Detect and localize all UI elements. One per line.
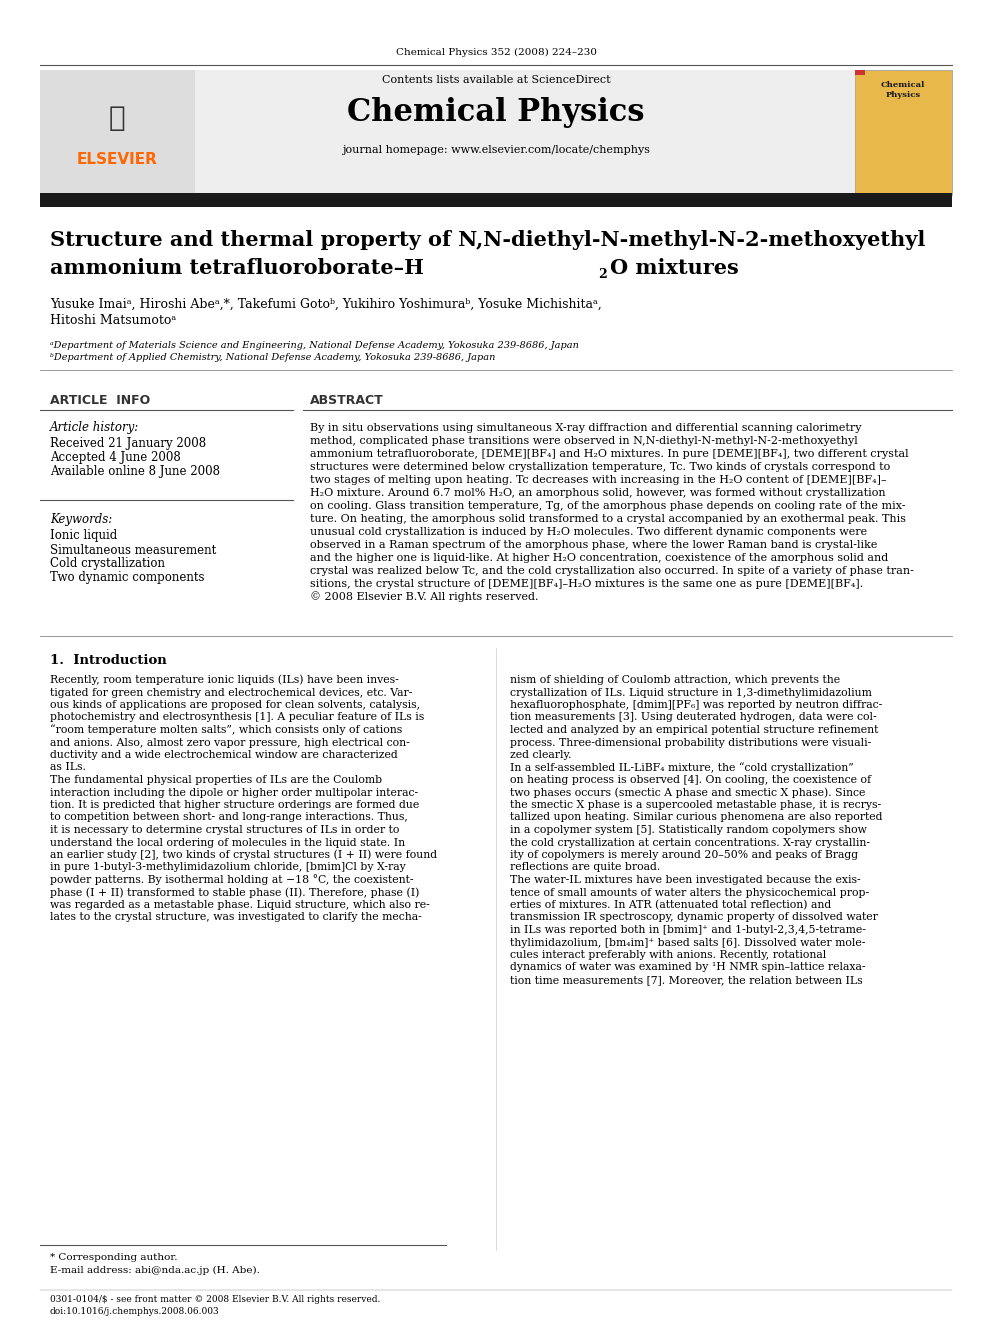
Text: nism of shielding of Coulomb attraction, which prevents the: nism of shielding of Coulomb attraction,… [510, 675, 840, 685]
Bar [40, 193, 952, 206]
Text: tion measurements [3]. Using deuterated hydrogen, data were col-: tion measurements [3]. Using deuterated … [510, 713, 877, 722]
Text: reflections are quite broad.: reflections are quite broad. [510, 863, 661, 872]
Text: crystallization of ILs. Liquid structure in 1,3-dimethylimidazolium: crystallization of ILs. Liquid structure… [510, 688, 872, 697]
Text: in ILs was reported both in [bmim]⁺ and 1-butyl-2,3,4,5-tetrame-: in ILs was reported both in [bmim]⁺ and … [510, 925, 866, 935]
Text: Structure and thermal property of N,N-diethyl-N-methyl-N-2-methoxyethyl: Structure and thermal property of N,N-di… [50, 230, 926, 250]
Text: The water-IL mixtures have been investigated because the exis-: The water-IL mixtures have been investig… [510, 875, 861, 885]
Text: in pure 1-butyl-3-methylimidazolium chloride, [bmim]Cl by X-ray: in pure 1-butyl-3-methylimidazolium chlo… [50, 863, 406, 872]
Bar [855, 70, 865, 75]
Text: lates to the crystal structure, was investigated to clarify the mecha-: lates to the crystal structure, was inve… [50, 913, 422, 922]
Text: Ionic liquid: Ionic liquid [50, 529, 117, 542]
Text: and anions. Also, almost zero vapor pressure, high electrical con-: and anions. Also, almost zero vapor pres… [50, 737, 410, 747]
Text: journal homepage: www.elsevier.com/locate/chemphys: journal homepage: www.elsevier.com/locat… [342, 146, 650, 155]
Text: two phases occurs (smectic A phase and smectic X phase). Since: two phases occurs (smectic A phase and s… [510, 787, 865, 798]
Text: Accepted 4 June 2008: Accepted 4 June 2008 [50, 451, 181, 464]
Text: tion. It is predicted that higher structure orderings are formed due: tion. It is predicted that higher struct… [50, 800, 420, 810]
Text: In a self-assembled IL-LiBF₄ mixture, the “cold crystallization”: In a self-assembled IL-LiBF₄ mixture, th… [510, 762, 854, 773]
Text: Recently, room temperature ionic liquids (ILs) have been inves-: Recently, room temperature ionic liquids… [50, 675, 399, 685]
Text: Chemical Physics 352 (2008) 224–230: Chemical Physics 352 (2008) 224–230 [396, 48, 596, 57]
Text: to competition between short- and long-range interactions. Thus,: to competition between short- and long-r… [50, 812, 408, 823]
Text: O mixtures: O mixtures [610, 258, 739, 278]
Text: tion time measurements [7]. Moreover, the relation between ILs: tion time measurements [7]. Moreover, th… [510, 975, 863, 986]
Text: on cooling. Glass transition temperature, Tg, of the amorphous phase depends on : on cooling. Glass transition temperature… [310, 501, 906, 511]
Text: 1.  Introduction: 1. Introduction [50, 654, 167, 667]
Text: it is necessary to determine crystal structures of ILs in order to: it is necessary to determine crystal str… [50, 826, 400, 835]
Bar [855, 70, 952, 194]
Text: Cold crystallization: Cold crystallization [50, 557, 165, 570]
Text: transmission IR spectroscopy, dynamic property of dissolved water: transmission IR spectroscopy, dynamic pr… [510, 913, 878, 922]
Text: Two dynamic components: Two dynamic components [50, 572, 204, 585]
Text: hexafluorophosphate, [dmim][PF₆] was reported by neutron diffrac-: hexafluorophosphate, [dmim][PF₆] was rep… [510, 700, 882, 710]
Text: ammonium tetrafluoroborate, [DEME][BF₄] and H₂O mixtures. In pure [DEME][BF₄], t: ammonium tetrafluoroborate, [DEME][BF₄] … [310, 448, 909, 459]
Text: 🌳: 🌳 [109, 105, 125, 132]
Text: in a copolymer system [5]. Statistically random copolymers show: in a copolymer system [5]. Statistically… [510, 826, 867, 835]
Text: powder patterns. By isothermal holding at −18 °C, the coexistent-: powder patterns. By isothermal holding a… [50, 875, 414, 885]
Text: ᵇDepartment of Applied Chemistry, National Defense Academy, Yokosuka 239-8686, J: ᵇDepartment of Applied Chemistry, Nation… [50, 353, 495, 363]
Text: * Corresponding author.: * Corresponding author. [50, 1253, 178, 1262]
Text: ᵃDepartment of Materials Science and Engineering, National Defense Academy, Yoko: ᵃDepartment of Materials Science and Eng… [50, 340, 579, 349]
Bar [40, 70, 195, 194]
Text: the smectic X phase is a supercooled metastable phase, it is recrys-: the smectic X phase is a supercooled met… [510, 800, 881, 810]
Text: dynamics of water was examined by ¹H NMR spin–lattice relaxa-: dynamics of water was examined by ¹H NMR… [510, 963, 865, 972]
Text: and the higher one is liquid-like. At higher H₂O concentration, coexistence of t: and the higher one is liquid-like. At hi… [310, 553, 888, 564]
Text: lected and analyzed by an empirical potential structure refinement: lected and analyzed by an empirical pote… [510, 725, 878, 736]
Text: Chemical
Physics: Chemical Physics [881, 82, 926, 99]
Text: Contents lists available at ScienceDirect: Contents lists available at ScienceDirec… [382, 75, 610, 85]
Text: H₂O mixture. Around 6.7 mol% H₂O, an amorphous solid, however, was formed withou: H₂O mixture. Around 6.7 mol% H₂O, an amo… [310, 488, 886, 497]
Text: Article history:: Article history: [50, 422, 139, 434]
Text: ABSTRACT: ABSTRACT [310, 393, 384, 406]
Text: ARTICLE  INFO: ARTICLE INFO [50, 393, 150, 406]
Text: structures were determined below crystallization temperature, Tc. Two kinds of c: structures were determined below crystal… [310, 462, 890, 472]
Text: Yusuke Imaiᵃ, Hiroshi Abeᵃ,*, Takefumi Gotoᵇ, Yukihiro Yoshimuraᵇ, Yosuke Michis: Yusuke Imaiᵃ, Hiroshi Abeᵃ,*, Takefumi G… [50, 298, 602, 311]
Text: as ILs.: as ILs. [50, 762, 86, 773]
Text: Keywords:: Keywords: [50, 513, 112, 527]
Text: tallized upon heating. Similar curious phenomena are also reported: tallized upon heating. Similar curious p… [510, 812, 883, 823]
Text: 2: 2 [598, 269, 607, 280]
Text: ELSEVIER: ELSEVIER [76, 152, 158, 168]
Text: interaction including the dipole or higher order multipolar interac-: interaction including the dipole or high… [50, 787, 418, 798]
Text: method, complicated phase transitions were observed in N,N-diethyl-N-methyl-N-2-: method, complicated phase transitions we… [310, 437, 858, 446]
Text: was regarded as a metastable phase. Liquid structure, which also re-: was regarded as a metastable phase. Liqu… [50, 900, 430, 910]
Text: Received 21 January 2008: Received 21 January 2008 [50, 438, 206, 451]
Text: sitions, the crystal structure of [DEME][BF₄]–H₂O mixtures is the same one as pu: sitions, the crystal structure of [DEME]… [310, 579, 863, 589]
Text: zed clearly.: zed clearly. [510, 750, 571, 759]
Text: photochemistry and electrosynthesis [1]. A peculiar feature of ILs is: photochemistry and electrosynthesis [1].… [50, 713, 425, 722]
Text: ductivity and a wide electrochemical window are characterized: ductivity and a wide electrochemical win… [50, 750, 398, 759]
Text: unusual cold crystallization is induced by H₂O molecules. Two different dynamic : unusual cold crystallization is induced … [310, 527, 867, 537]
Text: Chemical Physics: Chemical Physics [347, 97, 645, 127]
Text: ity of copolymers is merely around 20–50% and peaks of Bragg: ity of copolymers is merely around 20–50… [510, 849, 858, 860]
Text: two stages of melting upon heating. Tc decreases with increasing in the H₂O cont: two stages of melting upon heating. Tc d… [310, 475, 887, 486]
Text: an earlier study [2], two kinds of crystal structures (I + II) were found: an earlier study [2], two kinds of cryst… [50, 849, 437, 860]
Text: understand the local ordering of molecules in the liquid state. In: understand the local ordering of molecul… [50, 837, 405, 848]
Text: © 2008 Elsevier B.V. All rights reserved.: © 2008 Elsevier B.V. All rights reserved… [310, 591, 539, 602]
Text: Simultaneous measurement: Simultaneous measurement [50, 544, 216, 557]
Text: Hitoshi Matsumotoᵃ: Hitoshi Matsumotoᵃ [50, 314, 177, 327]
Text: phase (I + II) transformed to stable phase (II). Therefore, phase (I): phase (I + II) transformed to stable pha… [50, 888, 420, 898]
Text: process. Three-dimensional probability distributions were visuali-: process. Three-dimensional probability d… [510, 737, 871, 747]
Text: the cold crystallization at certain concentrations. X-ray crystallin-: the cold crystallization at certain conc… [510, 837, 870, 848]
Text: 0301-0104/$ - see front matter © 2008 Elsevier B.V. All rights reserved.: 0301-0104/$ - see front matter © 2008 El… [50, 1295, 380, 1304]
Text: E-mail address: abi@nda.ac.jp (H. Abe).: E-mail address: abi@nda.ac.jp (H. Abe). [50, 1265, 260, 1274]
Text: ammonium tetrafluoroborate–H: ammonium tetrafluoroborate–H [50, 258, 424, 278]
Text: doi:10.1016/j.chemphys.2008.06.003: doi:10.1016/j.chemphys.2008.06.003 [50, 1307, 219, 1316]
Text: Available online 8 June 2008: Available online 8 June 2008 [50, 466, 220, 479]
Text: The fundamental physical properties of ILs are the Coulomb: The fundamental physical properties of I… [50, 775, 382, 785]
Text: crystal was realized below Tc, and the cold crystallization also occurred. In sp: crystal was realized below Tc, and the c… [310, 566, 914, 576]
Text: thylimidazolium, [bm₄im]⁺ based salts [6]. Dissolved water mole-: thylimidazolium, [bm₄im]⁺ based salts [6… [510, 938, 865, 947]
Text: ture. On heating, the amorphous solid transformed to a crystal accompanied by an: ture. On heating, the amorphous solid tr… [310, 515, 906, 524]
Text: tence of small amounts of water alters the physicochemical prop-: tence of small amounts of water alters t… [510, 888, 869, 897]
Text: observed in a Raman spectrum of the amorphous phase, where the lower Raman band : observed in a Raman spectrum of the amor… [310, 540, 877, 550]
Bar [40, 70, 900, 194]
Text: ous kinds of applications are proposed for clean solvents, catalysis,: ous kinds of applications are proposed f… [50, 700, 421, 710]
Text: cules interact preferably with anions. Recently, rotational: cules interact preferably with anions. R… [510, 950, 826, 960]
Text: By in situ observations using simultaneous X-ray diffraction and differential sc: By in situ observations using simultaneo… [310, 423, 861, 433]
Text: erties of mixtures. In ATR (attenuated total reflection) and: erties of mixtures. In ATR (attenuated t… [510, 900, 831, 910]
Text: on heating process is observed [4]. On cooling, the coexistence of: on heating process is observed [4]. On c… [510, 775, 871, 785]
Text: “room temperature molten salts”, which consists only of cations: “room temperature molten salts”, which c… [50, 725, 402, 736]
Text: tigated for green chemistry and electrochemical devices, etc. Var-: tigated for green chemistry and electroc… [50, 688, 413, 697]
